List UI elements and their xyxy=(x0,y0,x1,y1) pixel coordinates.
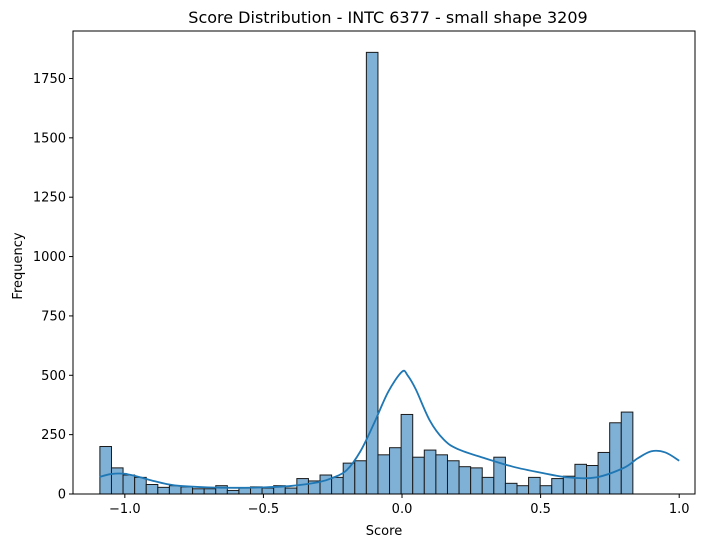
histogram-bar xyxy=(122,474,136,495)
y-axis-label: Frequency xyxy=(11,232,26,299)
y-tick-label: 1250 xyxy=(33,191,66,206)
histogram-bar xyxy=(145,484,159,495)
y-tick-label: 1000 xyxy=(33,250,66,265)
chart-title: Score Distribution - INTC 6377 - small s… xyxy=(188,8,587,27)
histogram-bar xyxy=(574,463,588,495)
x-tick-label: 0.5 xyxy=(530,502,551,517)
histogram-bar xyxy=(435,454,448,495)
histogram-bar xyxy=(586,465,599,495)
histogram-bar xyxy=(423,449,437,495)
x-tick-label: 0.0 xyxy=(392,502,413,517)
histogram-bar xyxy=(319,474,333,495)
histogram-bar xyxy=(157,486,170,495)
histogram-bar xyxy=(238,487,252,495)
axes-group: −1.0 −0.5 0.0 0.5 1.0 0 250 500 750 1000 1250 1500 1… xyxy=(33,30,696,517)
histogram-bar xyxy=(296,478,309,495)
bars-group xyxy=(99,51,634,495)
kde-curve xyxy=(99,369,680,489)
histogram-bar xyxy=(539,485,553,495)
histogram-bar xyxy=(470,467,483,495)
histogram-bar xyxy=(226,489,240,495)
histogram-bar xyxy=(354,460,367,495)
x-axis-label: Score xyxy=(366,524,402,539)
x-tick-label: −0.5 xyxy=(248,502,280,517)
histogram-bar xyxy=(134,476,147,495)
histogram-bar xyxy=(446,460,460,495)
histogram-bar xyxy=(192,488,205,495)
histogram-bar xyxy=(528,476,541,495)
histogram-bar xyxy=(609,422,622,495)
histogram-bar xyxy=(481,476,495,495)
histogram-bar xyxy=(562,475,576,495)
histogram-bar xyxy=(180,486,194,495)
histogram-bar xyxy=(99,446,112,495)
histogram-bar xyxy=(551,478,564,495)
y-tick-label: 0 xyxy=(58,488,66,503)
y-tick-label: 1750 xyxy=(33,72,66,87)
y-tick-label: 500 xyxy=(41,369,66,384)
histogram-bar xyxy=(516,485,530,495)
histogram-bar xyxy=(331,476,344,495)
histogram-bar xyxy=(261,487,275,495)
x-tick-label: −1.0 xyxy=(109,502,141,517)
histogram-bar xyxy=(620,411,634,495)
y-tick-label: 250 xyxy=(41,428,66,443)
histogram-bar xyxy=(597,451,611,495)
histogram-bar xyxy=(110,467,124,495)
histogram-bar xyxy=(168,485,182,495)
histogram-bar xyxy=(377,454,391,495)
histogram-bar xyxy=(504,482,518,495)
histogram-bar xyxy=(412,456,425,495)
histogram-bar xyxy=(284,487,298,495)
x-tick-label: 1.0 xyxy=(669,502,690,517)
plot-frame xyxy=(72,30,696,495)
histogram-bar xyxy=(458,466,472,495)
histogram-bar xyxy=(203,488,217,495)
histogram-bar xyxy=(389,447,402,495)
histogram-bar xyxy=(400,413,414,495)
y-tick-label: 750 xyxy=(41,309,66,324)
y-tick-label: 1500 xyxy=(33,131,66,146)
